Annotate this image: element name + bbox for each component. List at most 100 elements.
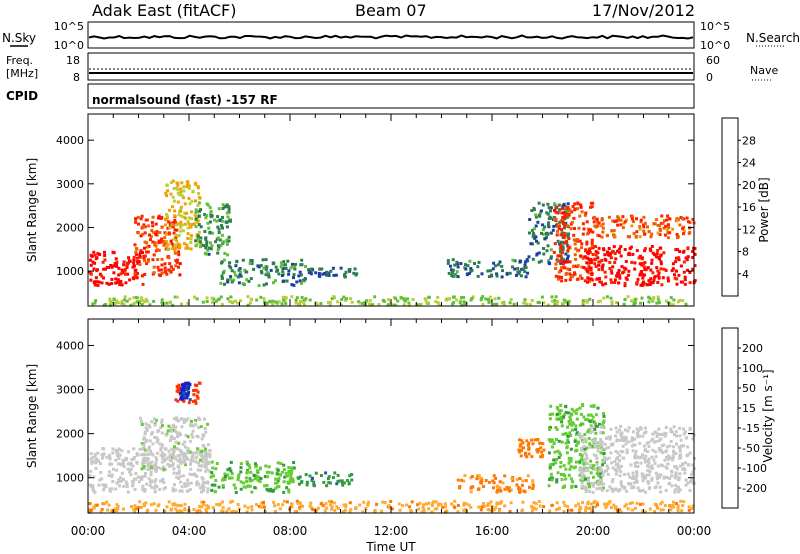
data-cell: [175, 295, 179, 299]
data-cell: [95, 268, 99, 272]
data-cell: [559, 259, 563, 263]
data-cell: [576, 264, 580, 268]
data-cell: [287, 481, 291, 485]
data-cell: [155, 436, 159, 440]
data-cell: [689, 480, 692, 484]
data-cell: [195, 220, 199, 224]
data-cell: [531, 442, 535, 446]
data-cell: [686, 445, 689, 449]
data-cell: [345, 478, 349, 482]
data-cell: [673, 433, 676, 437]
data-cell: [117, 479, 121, 482]
data-cell: [203, 213, 207, 216]
data-cell: [138, 500, 142, 504]
data-cell: [143, 273, 147, 276]
data-cell: [300, 296, 304, 299]
data-cell: [539, 211, 542, 215]
data-cell: [615, 301, 619, 304]
data-cell: [399, 296, 403, 300]
data-cell: [229, 275, 233, 279]
data-cell: [205, 296, 209, 300]
data-cell: [584, 487, 588, 491]
data-cell: [640, 263, 644, 267]
data-cell: [492, 486, 495, 490]
data-cell: [615, 508, 619, 512]
data-cell: [141, 282, 145, 286]
data-cell: [155, 466, 159, 470]
data-cell: [181, 388, 185, 392]
data-cell: [132, 255, 136, 259]
data-cell: [91, 456, 95, 460]
data-cell: [186, 451, 190, 455]
freq-strip-frame: [87, 52, 695, 81]
data-cell: [200, 243, 203, 247]
data-cell: [640, 256, 644, 260]
data-cell: [581, 501, 585, 504]
data-cell: [548, 463, 552, 467]
data-cell: [574, 460, 578, 464]
data-cell: [190, 210, 194, 214]
data-cell: [595, 424, 599, 428]
data-cell: [105, 455, 109, 459]
data-cell: [269, 268, 273, 272]
data-cell: [239, 480, 243, 484]
data-cell: [207, 252, 211, 256]
data-cell: [148, 484, 152, 488]
data-cell: [659, 253, 663, 257]
data-cell: [667, 454, 670, 458]
data-cell: [191, 435, 195, 439]
data-cell: [126, 272, 130, 276]
data-cell: [388, 506, 392, 510]
date-title: 17/Nov/2012: [592, 1, 695, 20]
data-cell: [289, 266, 293, 270]
data-cell: [319, 302, 323, 305]
data-cell: [674, 471, 678, 475]
data-cell: [477, 505, 481, 509]
data-cell: [309, 501, 313, 505]
data-cell: [456, 478, 460, 482]
data-cell: [172, 231, 176, 235]
data-cell: [154, 244, 158, 248]
data-cell: [503, 474, 507, 478]
data-cell: [197, 461, 201, 465]
data-cell: [646, 469, 650, 472]
data-cell: [556, 300, 560, 303]
data-cell: [648, 465, 652, 469]
data-cell: [121, 459, 125, 463]
data-cell: [576, 202, 580, 206]
data-cell: [432, 500, 435, 504]
data-cell: [163, 270, 167, 274]
data-cell: [146, 258, 150, 262]
data-cell: [196, 238, 200, 242]
data-cell: [679, 438, 683, 442]
data-cell: [555, 428, 559, 431]
data-cell: [557, 456, 561, 459]
data-cell: [642, 229, 646, 233]
data-cell: [585, 242, 589, 246]
data-cell: [141, 462, 145, 465]
data-cell: [665, 449, 668, 453]
data-cell: [237, 281, 241, 285]
data-cell: [613, 278, 617, 282]
data-cell: [574, 444, 578, 448]
data-cell: [197, 201, 201, 205]
data-cell: [610, 229, 614, 233]
data-cell: [217, 227, 221, 231]
data-cell: [141, 225, 145, 229]
data-cell: [625, 451, 629, 455]
data-cell: [630, 299, 634, 303]
data-cell: [547, 438, 551, 442]
data-cell: [690, 473, 694, 477]
data-cell: [567, 456, 571, 460]
data-cell: [671, 458, 675, 462]
data-cell: [686, 255, 690, 259]
data-cell: [180, 181, 184, 185]
data-cell: [524, 453, 527, 457]
data-cell: [464, 263, 467, 267]
data-cell: [127, 256, 131, 260]
data-cell: [599, 468, 603, 472]
data-cell: [630, 508, 634, 512]
data-cell: [171, 462, 175, 466]
data-cell: [165, 212, 168, 216]
data-cell: [100, 453, 104, 456]
